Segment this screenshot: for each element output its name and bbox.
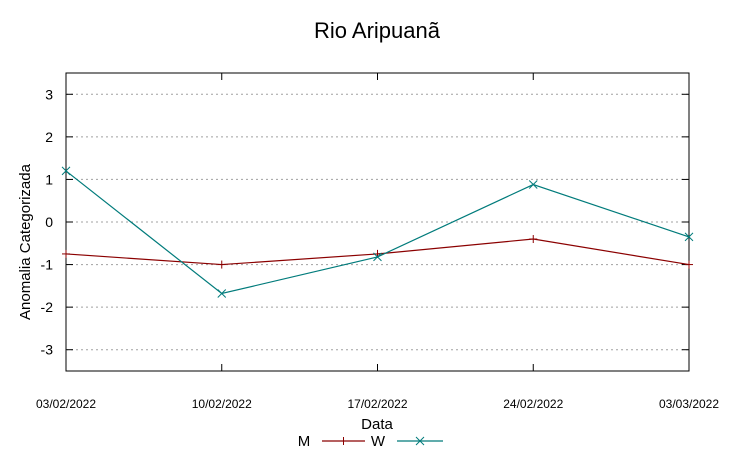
- y-tick-label: -1: [41, 257, 54, 273]
- y-tick-label: 1: [45, 171, 53, 187]
- y-axis-label: Anomalia Categorizada: [17, 163, 34, 320]
- series-layer: [61, 166, 694, 298]
- data-point-m: [217, 260, 226, 269]
- x-tick-label: 10/02/2022: [192, 397, 252, 411]
- data-point-w: [61, 166, 71, 176]
- y-tick-label: 0: [45, 214, 53, 230]
- x-axis-ticks: 03/02/2022 10/02/2022 17/02/2022 24/02/2022…: [36, 73, 719, 411]
- data-point-m: [685, 260, 693, 269]
- legend-label-m: M: [298, 433, 311, 450]
- x-tick-label: 17/02/2022: [347, 397, 407, 411]
- y-tick-label: -3: [41, 342, 54, 358]
- data-point-m: [62, 249, 70, 258]
- data-point-w: [528, 180, 538, 189]
- x-tick-label: 24/02/2022: [503, 397, 563, 411]
- grid-lines: [66, 93, 689, 351]
- y-axis-ticks: 3 2 1 0 -1 -2 -3: [41, 86, 689, 358]
- x-tick-label: 03/03/2022: [659, 397, 719, 411]
- data-point-w: [217, 289, 227, 298]
- y-tick-label: -2: [41, 299, 54, 315]
- x-tick-label: 03/02/2022: [36, 397, 96, 411]
- legend-marker-m: [339, 437, 348, 445]
- data-point-w: [684, 232, 694, 242]
- x-axis-label: Data: [361, 416, 393, 433]
- legend-label-w: W: [371, 433, 386, 450]
- data-point-m: [529, 235, 538, 244]
- y-tick-label: 3: [45, 86, 53, 102]
- chart-title: Rio Aripuanã: [314, 18, 441, 43]
- legend-marker-w: [415, 436, 425, 446]
- data-point-w: [373, 252, 382, 262]
- y-tick-label: 2: [45, 129, 53, 145]
